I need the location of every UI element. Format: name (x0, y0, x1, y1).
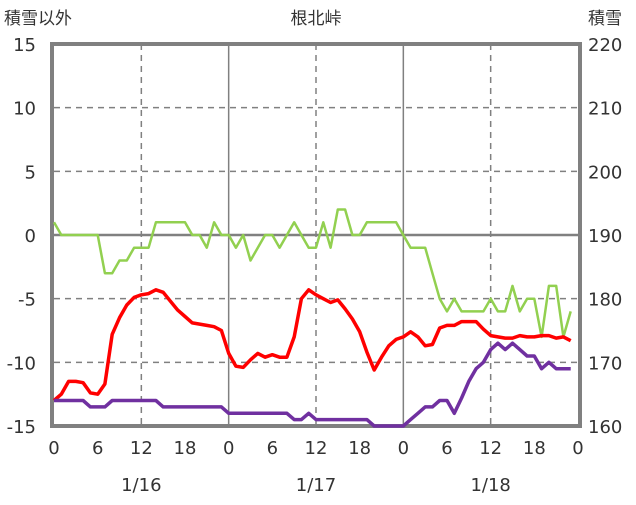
left-tick-label: 5 (25, 162, 36, 183)
right-tick-label: 180 (588, 290, 622, 311)
x-tick-label: 0 (48, 438, 59, 459)
x-tick-label: 0 (398, 438, 409, 459)
x-tick-label: 18 (348, 438, 371, 459)
right-tick-label: 220 (588, 35, 622, 56)
right-axis-title: 積雪 (588, 9, 622, 29)
plot-frame (50, 42, 582, 428)
x-tick-label: 12 (479, 438, 502, 459)
left-tick-label: 15 (13, 35, 36, 56)
x-tick-label: 12 (130, 438, 153, 459)
x-tick-label: 6 (267, 438, 278, 459)
chart-title: 根北峠 (291, 9, 342, 29)
x-tick-label: 0 (572, 438, 583, 459)
left-axis-title: 積雪以外 (4, 9, 72, 29)
series-red-line (52, 288, 572, 402)
x-tick-label: 18 (523, 438, 546, 459)
right-tick-label: 200 (588, 162, 622, 183)
right-tick-label: 160 (588, 417, 622, 438)
x-tick-label: 12 (305, 438, 328, 459)
left-tick-label: -15 (7, 417, 36, 438)
left-tick-label: -10 (7, 353, 36, 374)
day-label: 1/16 (121, 475, 161, 496)
day-label: 1/17 (296, 475, 336, 496)
left-tick-label: 10 (13, 99, 36, 120)
x-tick-label: 18 (174, 438, 197, 459)
right-tick-label: 190 (588, 226, 622, 247)
series-purple-line (54, 341, 571, 428)
series-green-line (52, 208, 572, 339)
right-tick-label: 210 (588, 99, 622, 120)
left-tick-label: -5 (18, 290, 36, 311)
x-tick-label: 0 (223, 438, 234, 459)
day-label: 1/18 (470, 475, 510, 496)
right-tick-label: 170 (588, 353, 622, 374)
x-tick-label: 6 (441, 438, 452, 459)
x-tick-label: 6 (92, 438, 103, 459)
left-tick-label: 0 (25, 226, 36, 247)
